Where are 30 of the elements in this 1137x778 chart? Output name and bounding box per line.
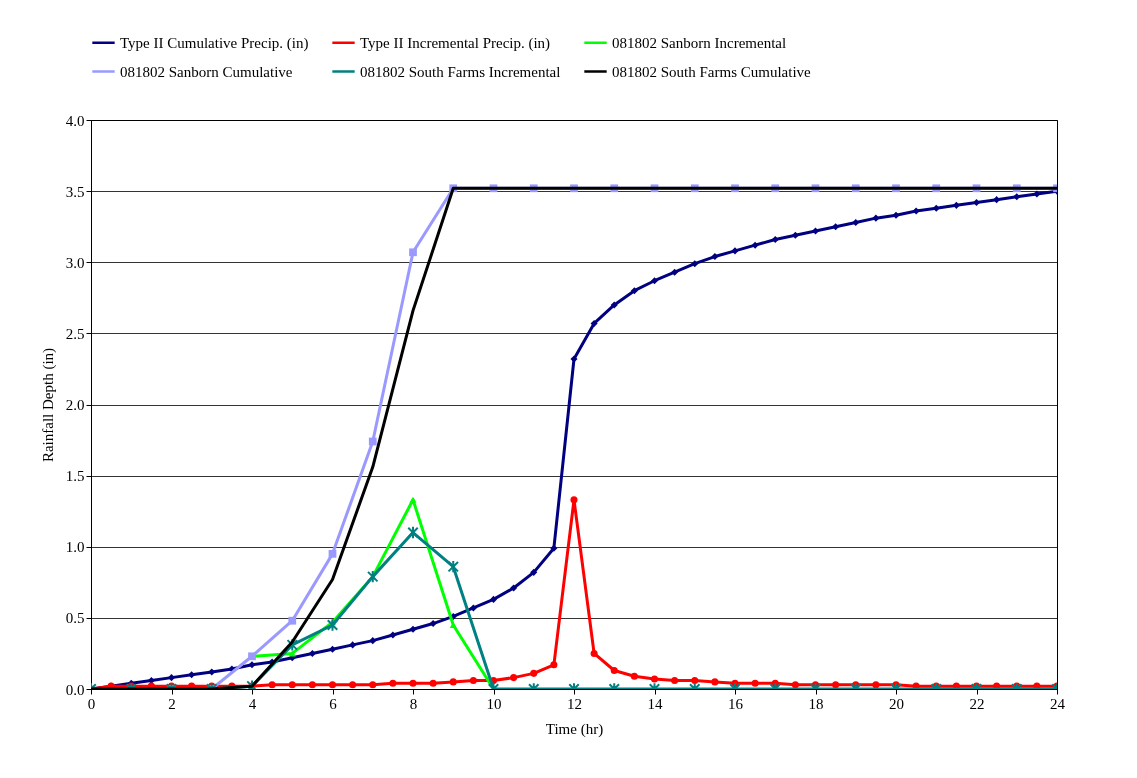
y-axis-title: Rainfall Depth (in) — [39, 347, 57, 463]
x-tick-label: 6 — [329, 695, 338, 712]
x-tick-label: 22 — [969, 695, 985, 712]
y-tick-label: 2.0 — [65, 397, 85, 413]
y-tick-label: 0.5 — [65, 610, 85, 627]
legend-label: Type II Incremental Precip. (in) — [360, 34, 551, 52]
x-tick-label: 8 — [409, 695, 418, 712]
y-tick-label: 0.0 — [65, 681, 85, 698]
x-tick-label: 12 — [567, 695, 582, 712]
x-tick-label: 4 — [248, 695, 257, 712]
x-tick-label: 0 — [87, 695, 96, 712]
x-tick-label: 16 — [728, 695, 744, 712]
x-tick-label: 20 — [889, 695, 904, 712]
x-tick-label: 24 — [1050, 695, 1066, 712]
x-tick-label: 14 — [647, 695, 663, 712]
x-axis-title: Time (hr) — [545, 720, 604, 738]
y-tick-label: 1.5 — [65, 468, 85, 485]
legend-label: 081802 South Farms Incremental — [360, 63, 561, 80]
legend-label: 081802 South Farms Cumulative — [612, 63, 812, 80]
y-tick-label: 1.0 — [65, 539, 85, 556]
y-tick-label: 3.0 — [65, 254, 85, 271]
legend-label: Type II Cumulative Precip. (in) — [120, 34, 309, 52]
x-tick-label: 2 — [168, 695, 176, 712]
y-tick-label: 3.5 — [65, 183, 85, 200]
legend-label: 081802 Sanborn Cumulative — [120, 63, 293, 80]
x-tick-label: 18 — [808, 695, 824, 712]
y-tick-label: 4.0 — [65, 112, 85, 129]
y-tick-label: 2.5 — [65, 325, 85, 342]
legend-label: 081802 Sanborn Incremental — [612, 34, 787, 51]
x-tick-label: 10 — [486, 695, 502, 712]
